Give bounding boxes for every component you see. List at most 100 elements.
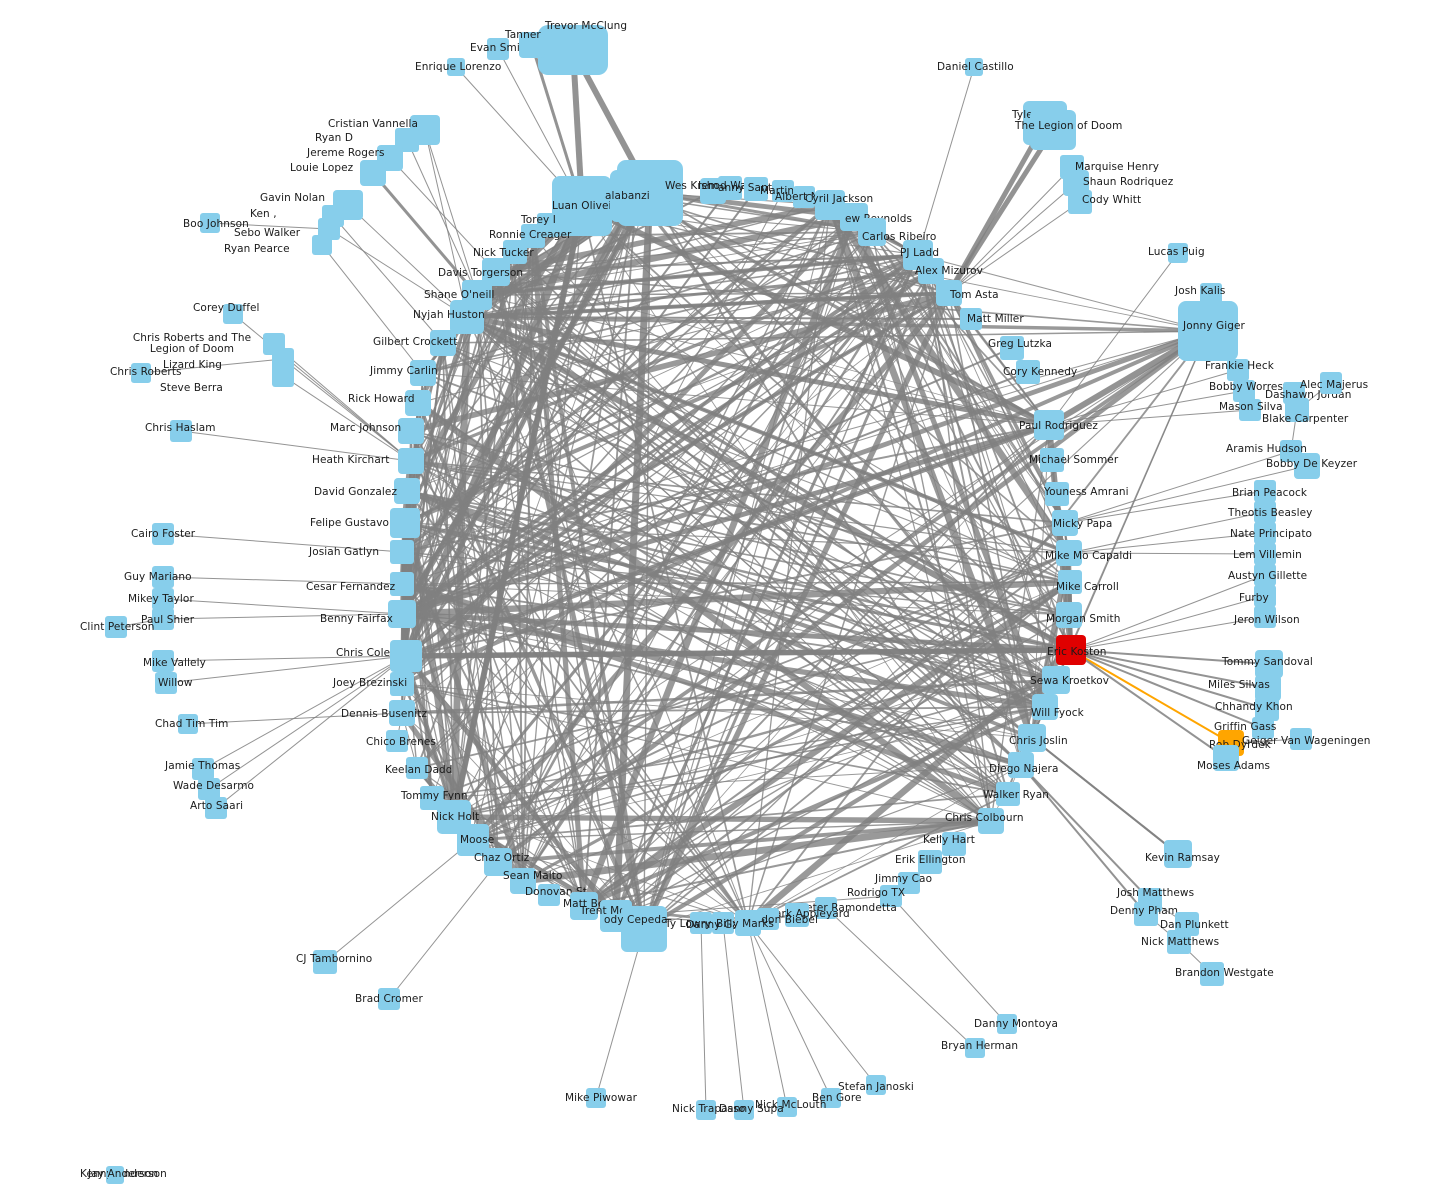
graph-node-chris-joslin[interactable] <box>1018 724 1046 752</box>
graph-node-austyn-gillette[interactable] <box>1254 564 1276 586</box>
graph-node-danny-montoya[interactable] <box>997 1014 1017 1034</box>
graph-node-danny-garcia[interactable] <box>712 912 734 934</box>
graph-node-mike-vallely[interactable] <box>152 650 174 672</box>
graph-node-denny-pham[interactable] <box>1134 902 1158 926</box>
graph-node-chris-cole[interactable] <box>390 640 422 672</box>
graph-node-furby[interactable] <box>1254 585 1276 607</box>
graph-node-sebo-walker[interactable] <box>318 218 340 240</box>
graph-node-rodrigo-tx[interactable] <box>880 885 902 907</box>
graph-node-josh-kalis[interactable] <box>1200 283 1222 305</box>
graph-node-louie-lopez[interactable] <box>360 160 386 186</box>
graph-node-sewa-kroetkov[interactable] <box>1042 666 1070 694</box>
graph-node-youness-amrani[interactable] <box>1045 482 1069 506</box>
graph-node-guy-mariano[interactable] <box>152 566 174 588</box>
graph-node-gilbert-crockett[interactable] <box>430 330 456 356</box>
graph-node-alec-majerus[interactable] <box>1320 372 1342 394</box>
graph-node-tanner[interactable] <box>519 32 545 58</box>
graph-node-moses-adams[interactable] <box>1213 745 1239 771</box>
graph-node-paul-rodriguez[interactable] <box>1034 410 1064 440</box>
graph-node-chris-colbourn[interactable] <box>978 808 1004 834</box>
graph-node-blake-carpenter[interactable] <box>1285 398 1309 422</box>
graph-node-nyjah-huston[interactable] <box>450 300 484 334</box>
graph-node-micky-papa[interactable] <box>1052 510 1078 536</box>
graph-node-heath-kirchart[interactable] <box>398 448 424 474</box>
graph-node-boo-johnson[interactable] <box>200 213 220 233</box>
graph-node-manny-santiago[interactable] <box>744 177 768 201</box>
graph-node-peter-ramondetta[interactable] <box>815 897 837 919</box>
graph-node-frankie-heck[interactable] <box>1227 359 1249 381</box>
graph-node-brad-cromer[interactable] <box>378 988 400 1010</box>
graph-node-theotis-beasley[interactable] <box>1254 501 1276 523</box>
graph-node-arto-saari[interactable] <box>205 797 227 819</box>
graph-node-wade-desarmo[interactable] <box>198 778 220 800</box>
graph-node-marc-johnson[interactable] <box>398 418 424 444</box>
graph-node-carlos-ribeiro[interactable] <box>858 218 886 246</box>
graph-node-chris-roberts[interactable] <box>131 363 151 383</box>
graph-node-donovan-st[interactable] <box>538 884 560 906</box>
graph-node-ty-lowry[interactable] <box>690 912 712 934</box>
graph-node-eric-martinez[interactable] <box>772 180 794 202</box>
graph-node-tom-asta[interactable] <box>936 280 962 306</box>
graph-node-willow[interactable] <box>155 672 177 694</box>
graph-node-mark-appleyard[interactable] <box>785 903 809 927</box>
graph-node-griffin-gass[interactable] <box>1252 717 1274 739</box>
graph-node-miles-silvas[interactable] <box>1255 675 1281 701</box>
graph-node-alex-mizurov[interactable] <box>918 258 944 284</box>
graph-node-erik-ellington[interactable] <box>918 850 942 874</box>
graph-node-brandon-biebel[interactable] <box>757 908 779 930</box>
graph-node-rick-howard[interactable] <box>405 390 431 416</box>
graph-node-mikey-taylor[interactable] <box>152 588 174 610</box>
graph-node-lem-villemin[interactable] <box>1254 543 1276 565</box>
graph-node-david-gonzalez[interactable] <box>394 478 420 504</box>
graph-node-jamie-thomas[interactable] <box>192 758 214 780</box>
graph-node-josiah-gatlyn[interactable] <box>390 540 414 564</box>
graph-node-clint-peterson[interactable] <box>105 616 127 638</box>
graph-node-brandon-westgate[interactable] <box>1200 962 1224 986</box>
graph-node-nick-mclouth[interactable] <box>777 1097 797 1117</box>
graph-node-lucas-puig[interactable] <box>1168 243 1188 263</box>
graph-node-nick-matthews[interactable] <box>1167 930 1191 954</box>
graph-node-matt-miller[interactable] <box>960 308 982 330</box>
graph-node-lizard-king[interactable] <box>272 348 294 370</box>
graph-node-jonny-giger[interactable] <box>1178 301 1238 361</box>
graph-node-cody-whitt[interactable] <box>1068 190 1092 214</box>
graph-node-chris-haslam[interactable] <box>170 420 192 442</box>
graph-node-jimmy-carlin[interactable] <box>410 360 436 386</box>
graph-node-paul-shier[interactable] <box>152 608 174 630</box>
graph-node-daniel-castillo[interactable] <box>965 58 983 76</box>
graph-node-evan-smith[interactable] <box>487 38 509 60</box>
graph-node-legion-of-doom[interactable] <box>1030 110 1076 150</box>
graph-node-dennis-busenitz[interactable] <box>389 700 415 726</box>
graph-node-michael-sommer[interactable] <box>1040 448 1064 472</box>
graph-node-kelly-hart[interactable] <box>942 832 966 856</box>
graph-node-cory-kennedy[interactable] <box>1016 360 1040 384</box>
graph-node-cj-tambornino[interactable] <box>313 950 337 974</box>
graph-node-benny-fairfax[interactable] <box>388 600 416 628</box>
graph-node-nick-trapasso[interactable] <box>696 1100 716 1120</box>
graph-node-mike-mo-capaldi[interactable] <box>1056 540 1082 566</box>
graph-node-chaz-ortiz[interactable] <box>484 848 512 876</box>
graph-node-mason-silva[interactable] <box>1239 399 1261 421</box>
graph-node-danny-supa[interactable] <box>734 1100 754 1120</box>
graph-node-bobby-de-keyzer[interactable] <box>1294 453 1320 479</box>
graph-node-tommy-sandoval[interactable] <box>1255 650 1283 678</box>
graph-node-moose[interactable] <box>457 824 489 856</box>
graph-node-cody-cepeda[interactable] <box>621 906 667 952</box>
graph-node-felipe-gustavo[interactable] <box>390 508 420 538</box>
graph-node-kalabanzi[interactable] <box>610 170 662 222</box>
graph-node-mike-piwowar[interactable] <box>586 1088 606 1108</box>
graph-node-stefan-janoski[interactable] <box>866 1075 886 1095</box>
graph-node-ishod-wair[interactable] <box>718 176 742 200</box>
graph-node-steve-berra[interactable] <box>272 365 294 387</box>
graph-node-chico-brenes[interactable] <box>386 730 408 752</box>
graph-node-bryan-herman[interactable] <box>965 1038 985 1058</box>
graph-node-joey-brezinski[interactable] <box>390 672 414 696</box>
graph-node-mike-carroll[interactable] <box>1058 570 1082 594</box>
graph-node-matt-bergevin[interactable] <box>570 892 598 920</box>
graph-node-will-fyock[interactable] <box>1032 694 1058 720</box>
graph-node-walker-ryan[interactable] <box>996 782 1020 806</box>
graph-node-ben-gore[interactable] <box>821 1088 841 1108</box>
graph-node-diego-najera[interactable] <box>1008 752 1034 778</box>
graph-node-luan-oliveira[interactable] <box>552 176 612 236</box>
